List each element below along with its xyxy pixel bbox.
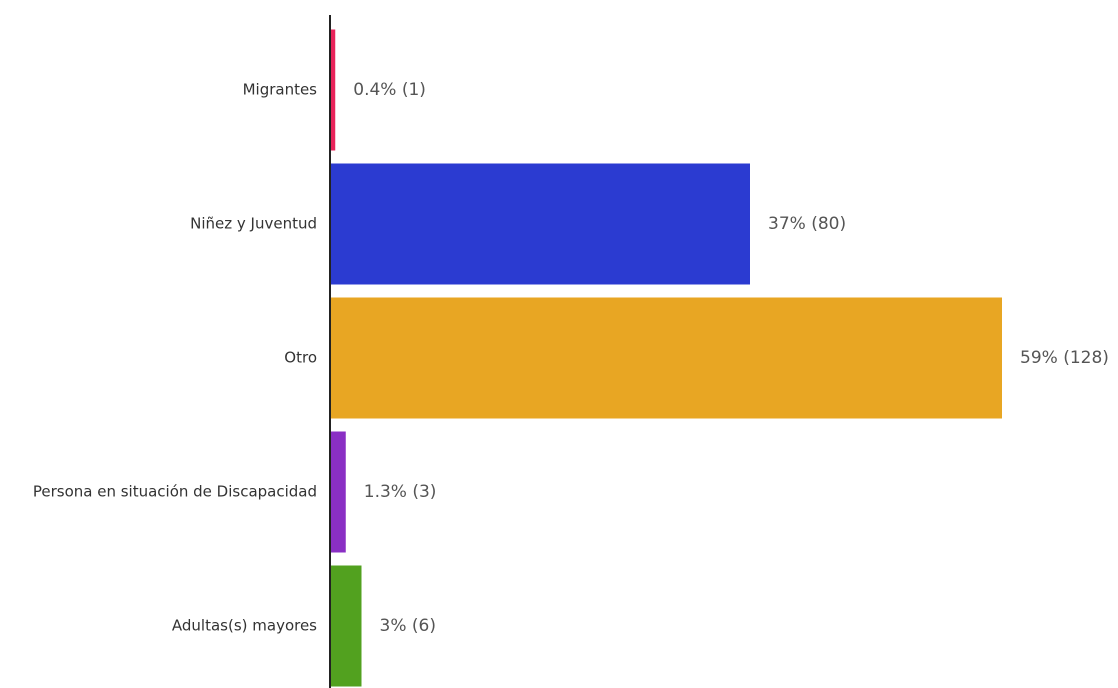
value-label: 37% (80) [768, 214, 846, 234]
category-label: Persona en situación de Discapacidad [33, 483, 317, 501]
bar [330, 163, 750, 285]
category-label: Niñez y Juventud [190, 215, 317, 233]
value-label: 3% (6) [380, 616, 436, 636]
bar [330, 297, 1002, 419]
value-label: 0.4% (1) [353, 80, 426, 100]
bar [330, 431, 346, 553]
value-label: 1.3% (3) [364, 482, 437, 502]
value-label: 59% (128) [1020, 348, 1109, 368]
bar [330, 29, 336, 151]
category-label: Migrantes [243, 81, 318, 99]
category-label: Otro [284, 349, 317, 367]
category-label: Adultas(s) mayores [172, 617, 317, 635]
bar [330, 565, 362, 687]
